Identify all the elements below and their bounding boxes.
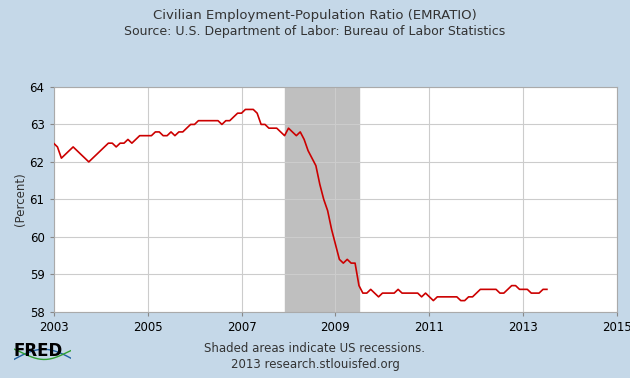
Text: FRED: FRED [14, 342, 63, 360]
Text: Source: U.S. Department of Labor: Bureau of Labor Statistics: Source: U.S. Department of Labor: Bureau… [124, 25, 506, 37]
Y-axis label: (Percent): (Percent) [14, 172, 26, 226]
Bar [285, 87, 359, 312]
Text: Shaded areas indicate US recessions.: Shaded areas indicate US recessions. [205, 342, 425, 355]
Text: 2013 research.stlouisfed.org: 2013 research.stlouisfed.org [231, 358, 399, 371]
Text: Civilian Employment-Population Ratio (EMRATIO): Civilian Employment-Population Ratio (EM… [153, 9, 477, 22]
